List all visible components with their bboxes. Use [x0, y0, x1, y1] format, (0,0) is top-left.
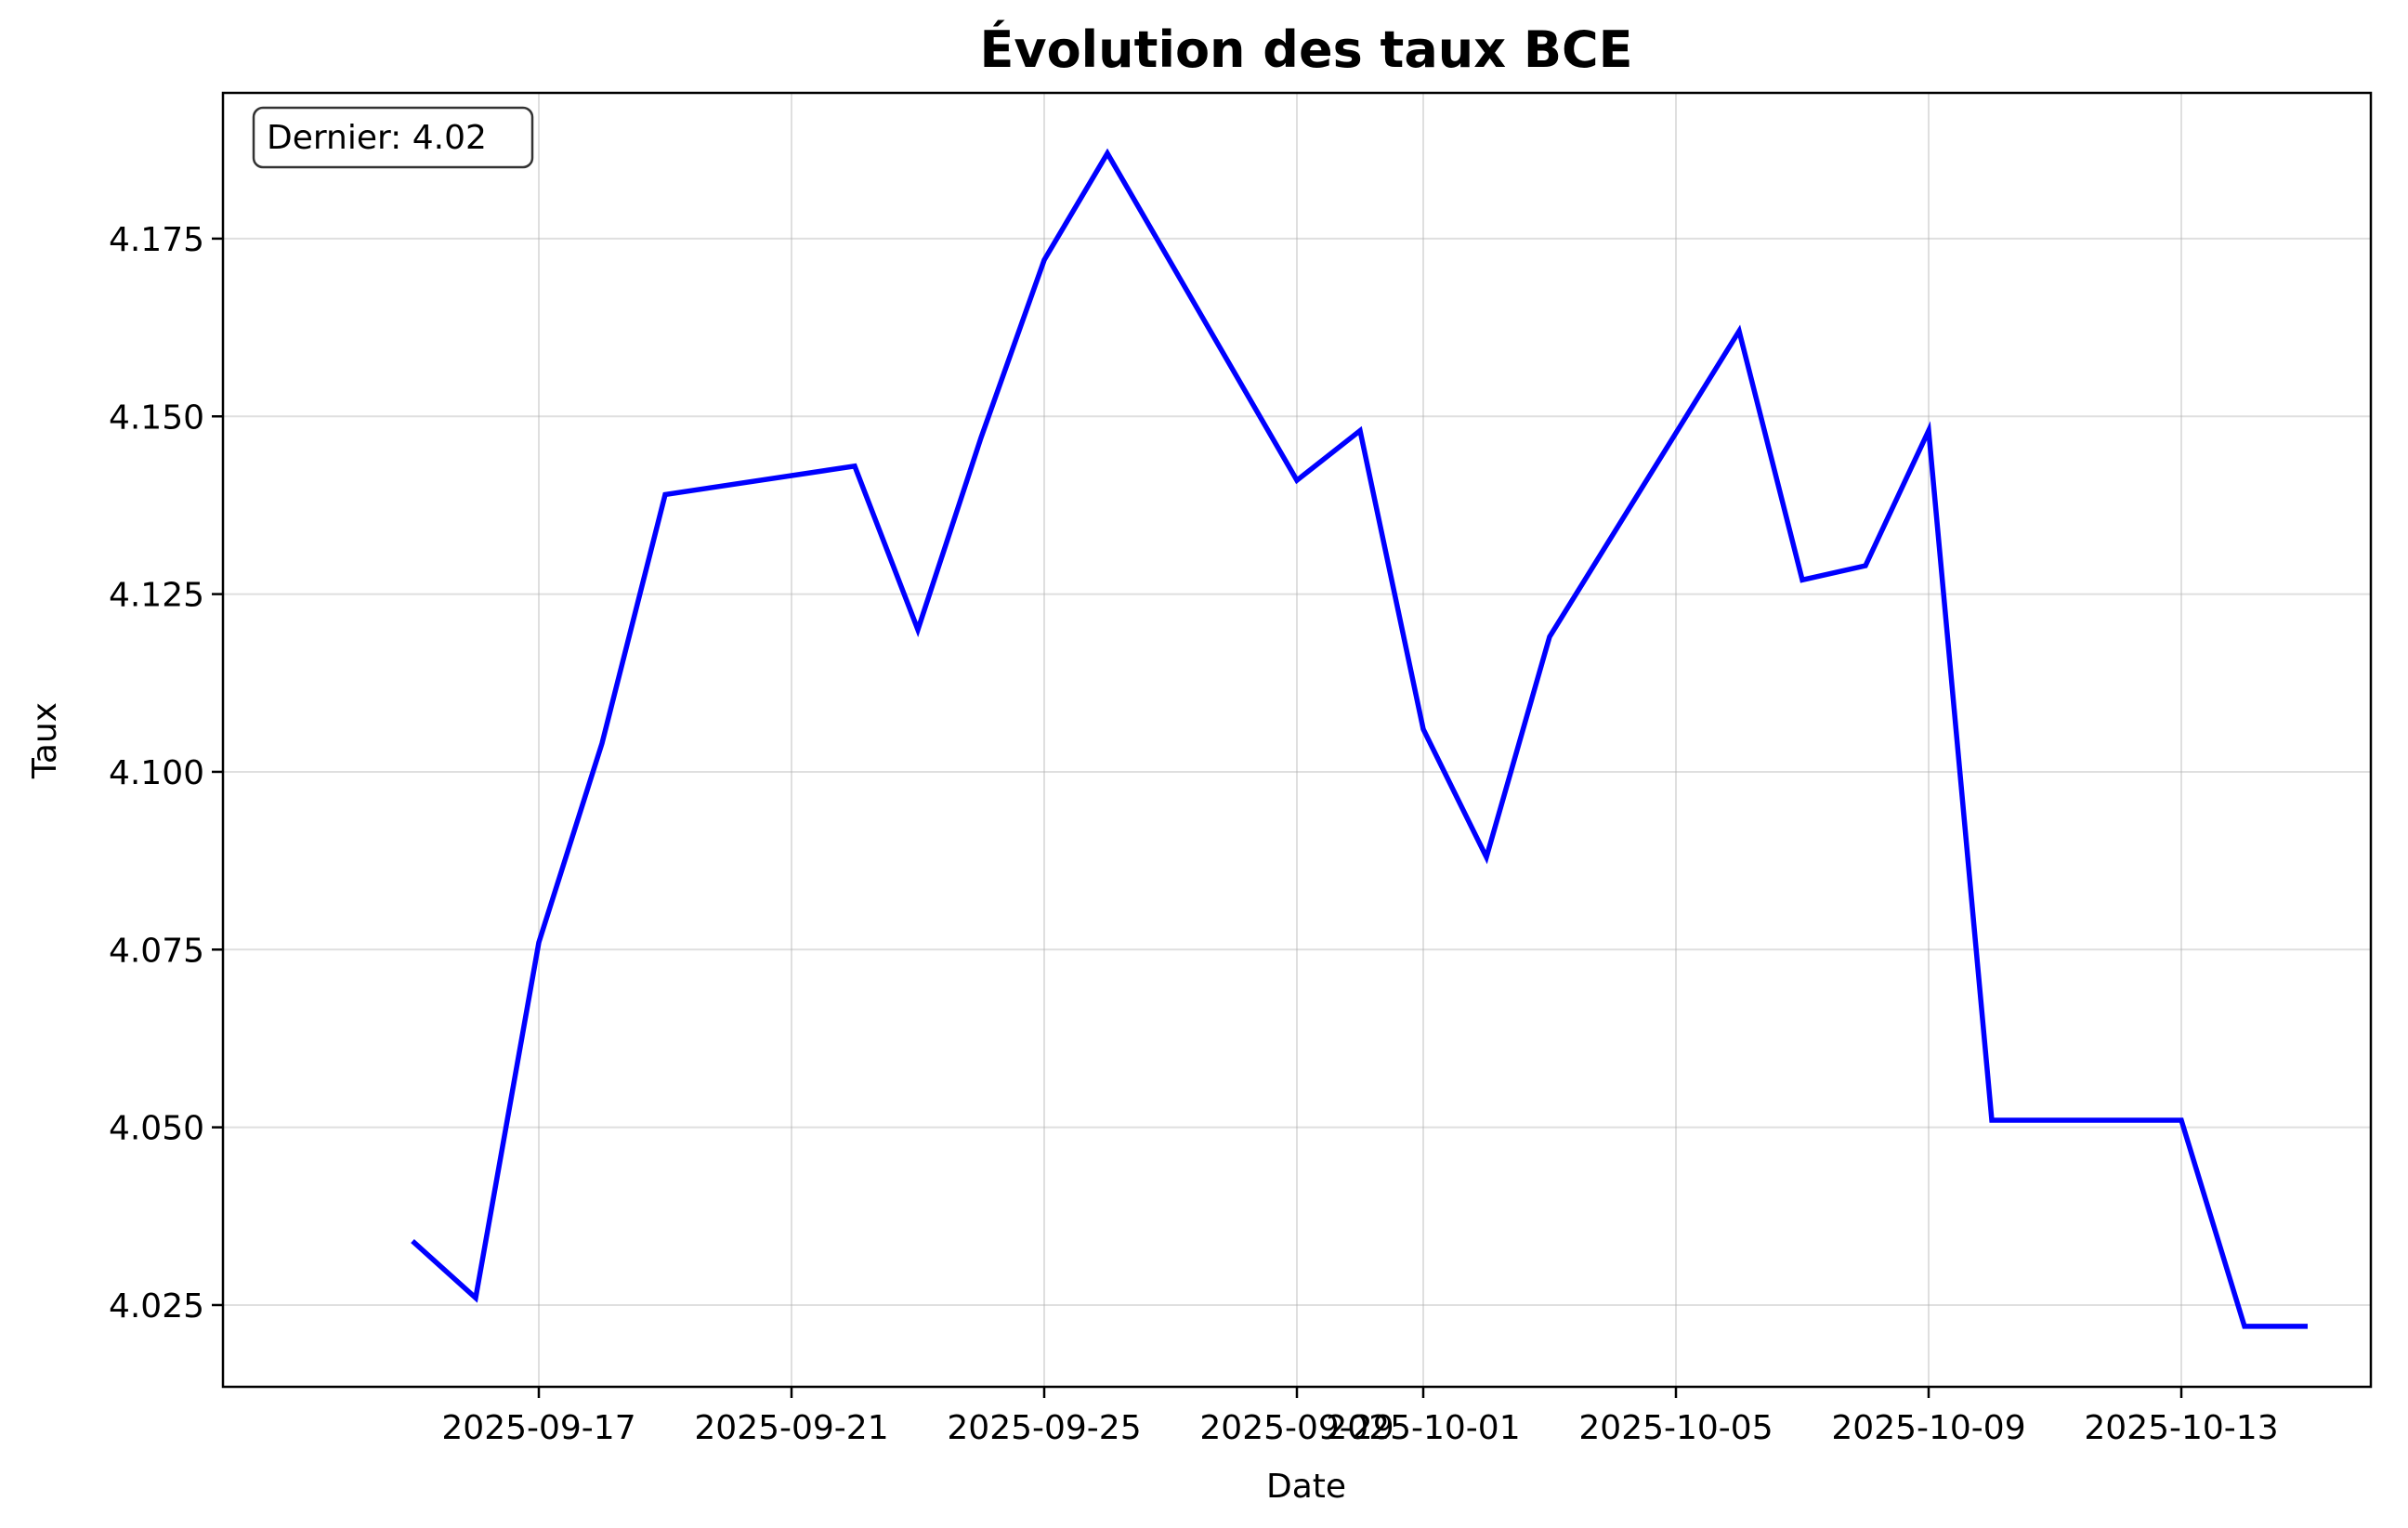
x-tick-label: 2025-10-01 [1326, 1409, 1520, 1447]
chart-title: Évolution des taux BCE [979, 20, 1632, 79]
series-line [411, 148, 2308, 1329]
x-axis-label: Date [1266, 1468, 1346, 1506]
x-tick-label: 2025-10-13 [2084, 1409, 2278, 1447]
grid-lines [223, 93, 2371, 1387]
y-tick-label: 4.175 [109, 221, 204, 259]
y-tick-label: 4.050 [109, 1110, 204, 1148]
x-tick-label: 2025-10-05 [1578, 1409, 1773, 1447]
annotation-text: Dernier: 4.02 [267, 119, 487, 157]
annotation-box [252, 106, 534, 169]
x-tick-label: 2025-09-21 [694, 1409, 888, 1447]
y-tick-label: 4.100 [109, 754, 204, 792]
y-axis-label: Taux [26, 702, 64, 779]
x-tick-label: 2025-09-25 [947, 1409, 1141, 1447]
last-value-annotation: Dernier: 4.02 [252, 106, 534, 169]
series-layer [411, 148, 2308, 1329]
y-tick-label: 4.075 [109, 932, 204, 970]
x-tick-label: 2025-09-29 [1199, 1409, 1394, 1447]
y-tick-label: 4.150 [109, 398, 204, 437]
y-tick-label: 4.125 [109, 577, 204, 615]
x-tick-label: 2025-09-17 [441, 1409, 635, 1447]
y-axis: 4.025 4.050 4.075 4.100 4.125 4.150 4.175 [109, 221, 223, 1326]
y-tick-label: 4.025 [109, 1287, 204, 1326]
x-axis: 2025-09-17 2025-09-21 2025-09-25 2025-09-29… [441, 1387, 2279, 1447]
x-tick-label: 2025-10-09 [1831, 1409, 2025, 1447]
